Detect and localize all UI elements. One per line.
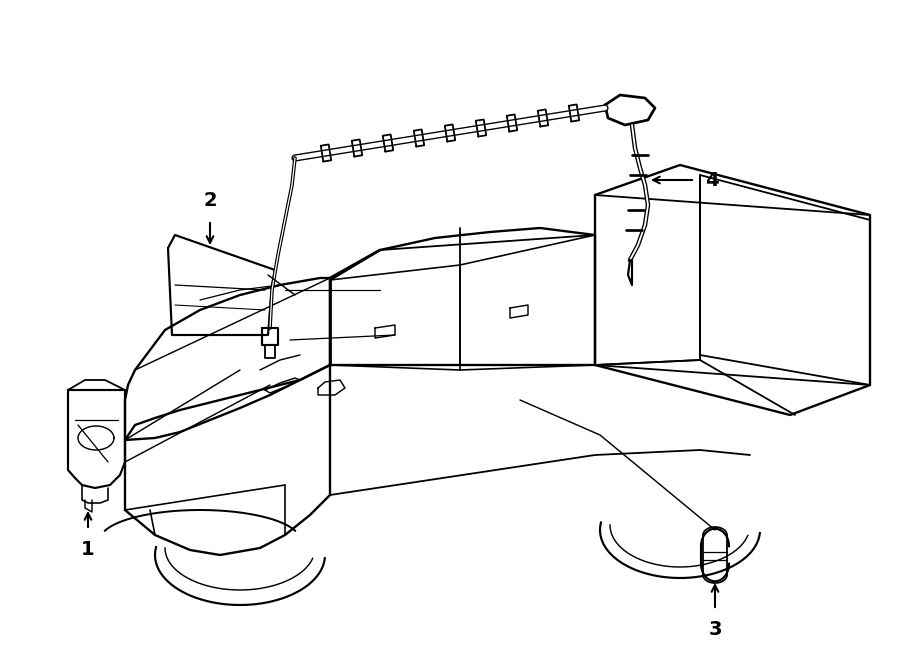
Text: 4: 4 — [705, 171, 718, 190]
Text: 3: 3 — [708, 620, 722, 639]
Text: 1: 1 — [81, 540, 94, 559]
Text: 2: 2 — [203, 191, 217, 210]
